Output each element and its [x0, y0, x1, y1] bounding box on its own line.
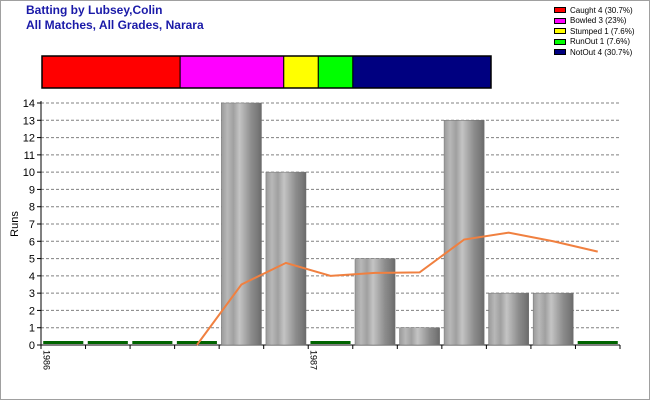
legend-item-caught: Caught 4 (30.7%): [554, 5, 634, 16]
average-line: [196, 231, 598, 346]
bar: [577, 341, 618, 344]
legend-swatch-notout: [554, 49, 566, 56]
y-tick-label: 14: [23, 98, 35, 110]
bar: [532, 292, 574, 346]
y-tick-label: 10: [23, 167, 35, 179]
bar: [310, 341, 351, 344]
bar: [443, 120, 485, 346]
dismissal-stacked-bar: [41, 55, 492, 89]
axes: [37, 101, 621, 349]
legend: Caught 4 (30.7%) Bowled 3 (23%) Stumped …: [554, 5, 634, 58]
y-tick-label: 2: [29, 305, 35, 317]
dismissal-segment-runout: [317, 55, 354, 89]
chart-title-block: Batting by Lubsey,Colin All Matches, All…: [26, 3, 204, 33]
y-tick-label: 3: [29, 288, 35, 300]
dismissal-segment-stumped: [283, 55, 319, 89]
bar: [265, 171, 307, 346]
y-tick-label: 4: [29, 271, 35, 283]
legend-label-notout: NotOut 4 (30.7%): [570, 47, 633, 57]
bar: [176, 341, 217, 344]
x-tick-label: 1986: [41, 350, 51, 370]
legend-swatch-bowled: [554, 17, 566, 24]
bar: [354, 258, 396, 346]
legend-label-bowled: Bowled 3 (23%): [570, 16, 627, 26]
chart-title: Batting by Lubsey,Colin: [26, 3, 163, 17]
y-axis-title: Runs: [9, 211, 21, 237]
legend-label-runout: RunOut 1 (7.6%): [570, 37, 631, 47]
bars: [43, 102, 618, 346]
bar: [488, 292, 529, 346]
y-tick-label: 12: [23, 133, 35, 145]
legend-label-stumped: Stumped 1 (7.6%): [570, 26, 635, 36]
bar: [132, 341, 173, 344]
bar: [43, 341, 84, 344]
y-tick-label: 5: [29, 254, 35, 266]
dismissal-bar-border: [41, 55, 492, 89]
x-tick-label: 1987: [309, 350, 319, 370]
legend-item-bowled: Bowled 3 (23%): [554, 16, 634, 27]
legend-item-runout: RunOut 1 (7.6%): [554, 37, 634, 48]
average-line-path: [196, 231, 598, 346]
bar: [221, 102, 262, 346]
y-tick-label: 7: [29, 219, 35, 231]
legend-item-stumped: Stumped 1 (7.6%): [554, 26, 634, 37]
y-tick-label: 11: [24, 150, 35, 162]
dismissal-segment-caught: [41, 55, 181, 89]
dismissal-segment-notout: [352, 55, 492, 89]
legend-swatch-stumped: [554, 28, 566, 35]
y-tick-label: 13: [23, 115, 35, 127]
y-tick-label: 9: [29, 184, 35, 196]
y-tick-label: 1: [29, 323, 35, 335]
dismissal-segment-bowled: [179, 55, 285, 89]
y-tick-label: 6: [29, 236, 35, 248]
legend-item-notout: NotOut 4 (30.7%): [554, 47, 634, 58]
legend-swatch-runout: [554, 38, 566, 45]
bar: [87, 341, 128, 344]
bar: [399, 327, 440, 346]
y-tick-label: 0: [29, 340, 35, 352]
legend-label-caught: Caught 4 (30.7%): [570, 5, 633, 15]
chart-subtitle: All Matches, All Grades, Narara: [26, 18, 204, 32]
legend-swatch-caught: [554, 7, 566, 14]
y-tick-label: 8: [29, 202, 35, 214]
